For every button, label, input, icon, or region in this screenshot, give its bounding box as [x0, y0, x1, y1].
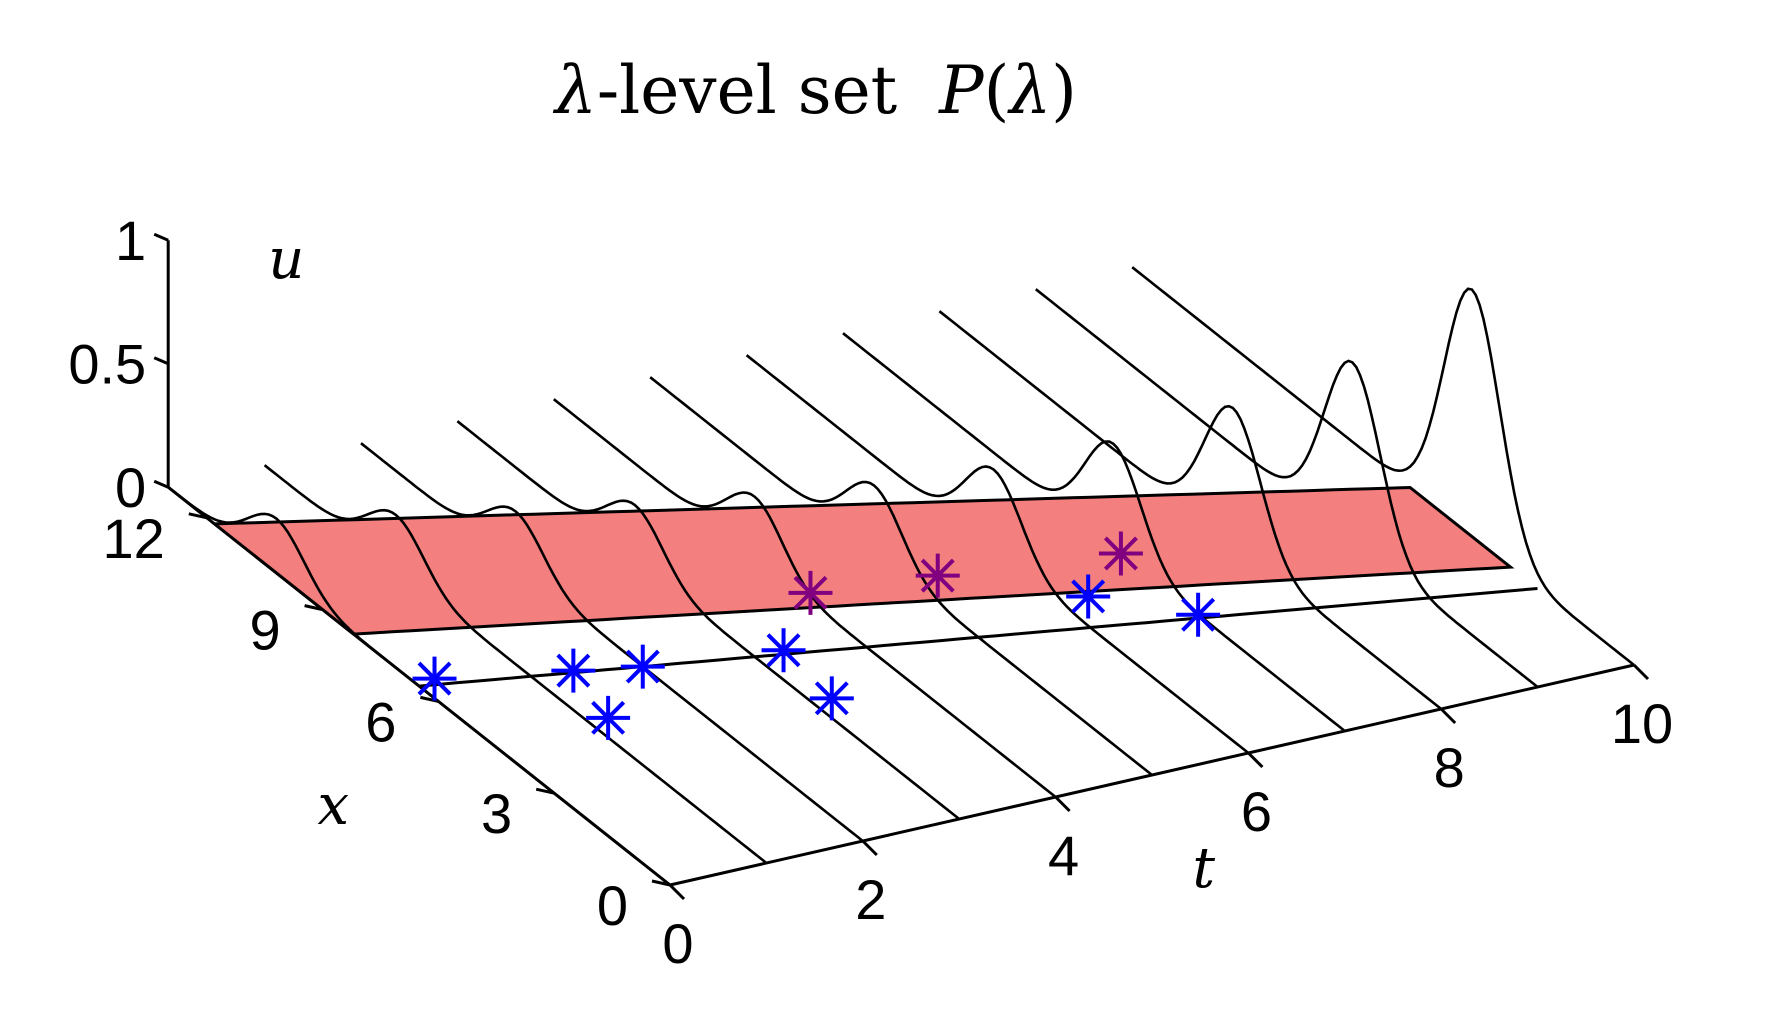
u-tick-label: 1 [115, 209, 146, 272]
u-tick [153, 232, 169, 242]
t-tick [1440, 707, 1457, 725]
t-tick [1632, 663, 1650, 681]
title-open: ( [984, 52, 1010, 129]
profile-curve-t5 [649, 376, 1153, 777]
x-tick [535, 787, 555, 795]
profile-curve-t10 [1131, 266, 1635, 667]
t-tick-label: 4 [1048, 824, 1079, 887]
reference-curve [418, 587, 1538, 688]
t-tick [861, 839, 878, 857]
u-tick [153, 356, 169, 366]
marker-inside [788, 570, 833, 615]
profile-curve-t2 [360, 442, 864, 843]
title-close: ) [1051, 52, 1077, 129]
marker-outside [761, 628, 806, 673]
t-tick-label: 6 [1241, 780, 1272, 843]
u-tick-label: 0 [115, 456, 146, 519]
marker-outside [412, 656, 457, 701]
profile-curve-t3 [456, 420, 961, 821]
x-tick-label: 9 [249, 599, 280, 662]
x-tick [188, 512, 208, 520]
profile-curve-t1 [263, 464, 768, 865]
x-axis-label: x [317, 773, 349, 838]
marker-outside [620, 644, 665, 689]
x-tick [420, 695, 439, 703]
t-tick [1054, 795, 1071, 813]
title-lambda: λ [552, 52, 597, 129]
t-tick-label: 8 [1434, 736, 1465, 799]
x-tick-label: 6 [365, 690, 396, 753]
t-tick [1247, 751, 1264, 769]
profile-curve-t9 [1034, 288, 1539, 689]
u-tick-label: 0.5 [68, 333, 146, 396]
marker-inside [1098, 531, 1143, 576]
t-tick-label: 10 [1611, 692, 1673, 755]
t-tick [668, 883, 686, 901]
profile-curve-t8 [938, 310, 1443, 711]
marker-outside [586, 695, 631, 740]
marker-outside [551, 648, 596, 693]
profile-curve-t6 [745, 354, 1250, 755]
marker-inside [915, 553, 960, 598]
markers [412, 531, 1221, 740]
title-func: P [938, 52, 985, 129]
t-tick-label: 0 [662, 912, 693, 975]
x-tick-label: 3 [481, 782, 512, 845]
profile-curve-t7 [842, 332, 1346, 733]
x-tick [651, 879, 671, 887]
title-arg: λ [1006, 52, 1051, 129]
level-set-region [210, 485, 1515, 636]
u-tick [153, 479, 169, 489]
x-tick-label: 0 [597, 874, 628, 937]
chart-title: λ-level set P(λ) [552, 52, 1077, 129]
reference-curve-line [418, 587, 1538, 688]
t-axis-label: t [1193, 836, 1216, 901]
x-tick-label: 12 [103, 507, 165, 570]
marker-outside [1176, 592, 1221, 637]
marker-outside [1066, 574, 1111, 619]
t-tick-label: 2 [855, 868, 886, 931]
title-text: -level set [597, 52, 939, 129]
level-set-band [210, 485, 1515, 636]
marker-outside [809, 676, 854, 721]
u-axis-label: u [268, 227, 304, 292]
